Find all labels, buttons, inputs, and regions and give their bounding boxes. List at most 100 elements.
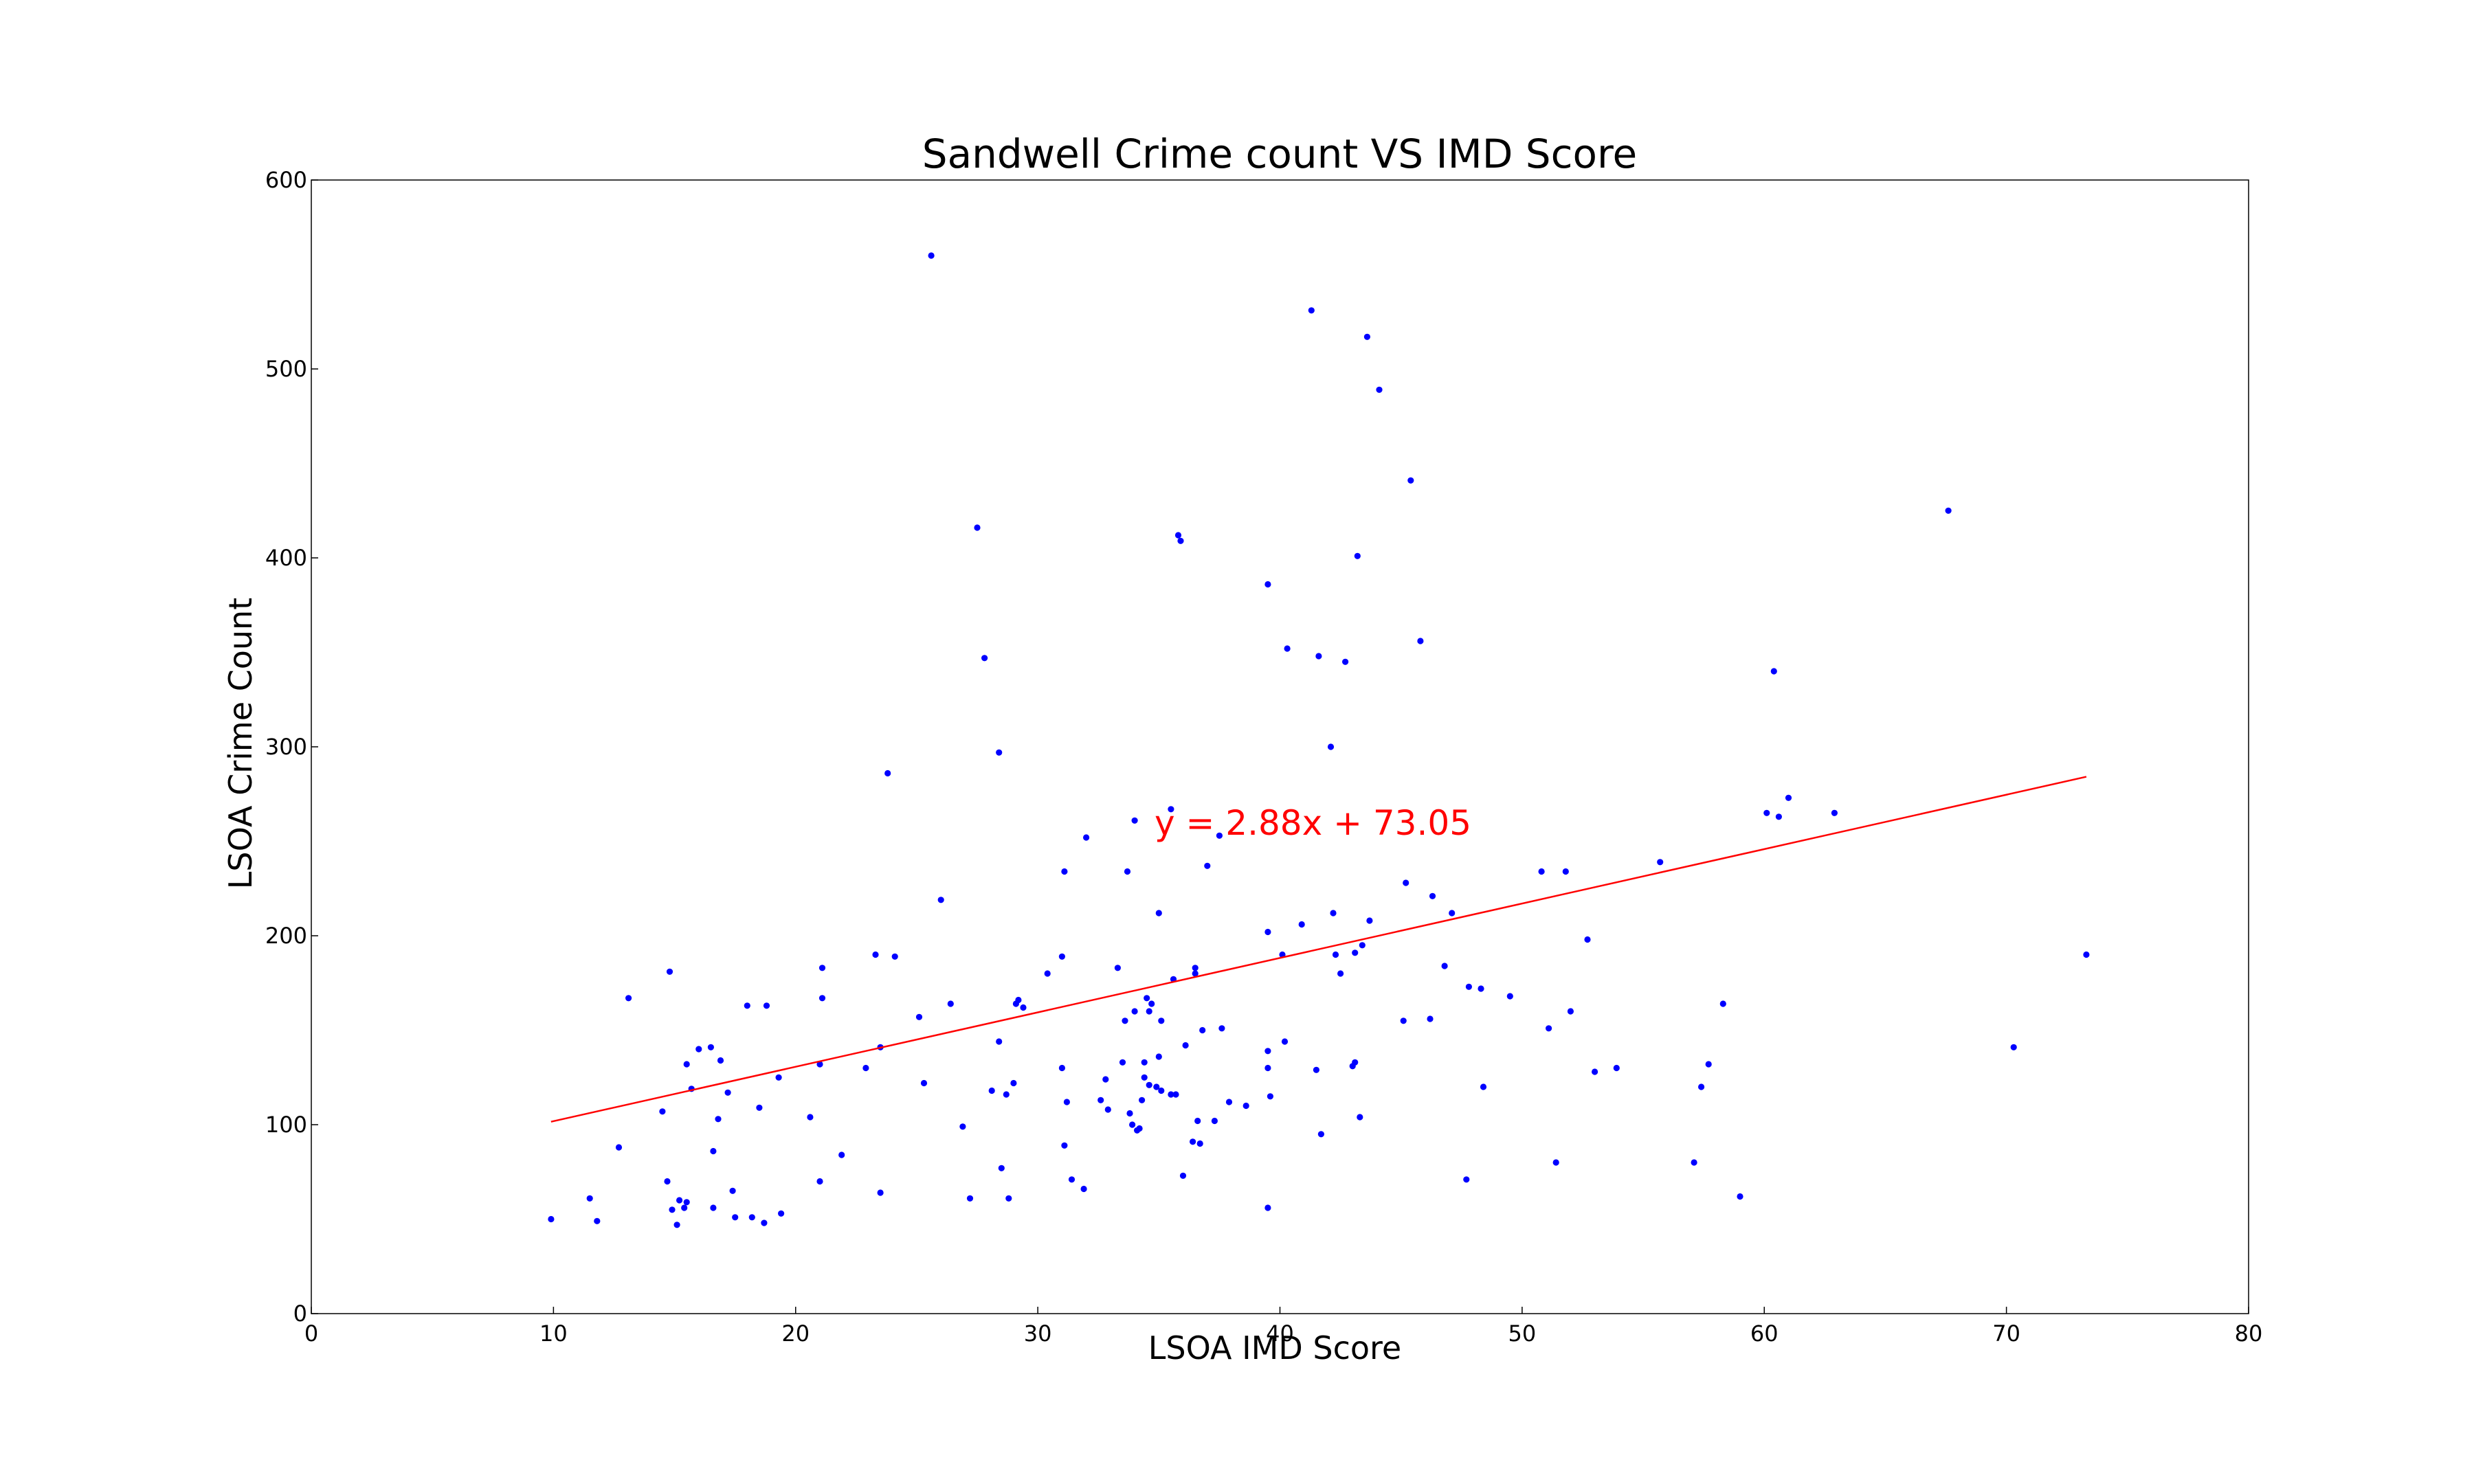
data-point [676,1197,683,1204]
data-point [1403,879,1409,886]
data-point [1061,868,1068,875]
data-points [548,252,2090,1228]
data-point [1264,1064,1271,1072]
data-point [1284,645,1291,652]
data-point [1352,1059,1359,1066]
data-point [778,1210,785,1217]
data-point [763,1002,770,1009]
y-tick-label: 100 [265,1112,307,1138]
x-tick-label: 10 [539,1320,568,1347]
data-point [1211,1117,1218,1125]
data-point [818,995,826,1002]
y-tick-label: 400 [265,545,307,571]
chart-title: Sandwell Crime count VS IMD Score [922,131,1638,177]
data-point [1225,1099,1233,1105]
data-point [959,1123,966,1130]
data-point [1122,1018,1128,1024]
data-point [683,1061,690,1068]
x-tick-label: 30 [1024,1320,1052,1347]
data-point [1763,809,1770,816]
data-point [1337,970,1344,977]
data-point [1010,1079,1017,1087]
data-point [1567,1008,1574,1015]
data-point [1546,1025,1552,1032]
data-point [1139,1097,1146,1103]
data-point [625,995,632,1002]
data-point [1141,1059,1148,1066]
x-tick-label: 50 [1508,1320,1537,1347]
data-point [1144,995,1150,1002]
data-point [920,1079,928,1087]
data-point [1719,1000,1726,1007]
data-point [1192,970,1199,977]
data-point [1429,892,1436,899]
data-point [966,1195,974,1202]
plot-area-frame [311,179,2249,1314]
data-point [715,1116,722,1123]
data-point [1407,477,1414,484]
data-point [1068,1176,1076,1183]
data-point [807,1114,814,1121]
data-point [710,1204,717,1211]
data-point [928,252,935,259]
data-point [2083,951,2090,958]
data-point [1015,996,1022,1004]
data-point [816,1061,823,1068]
data-point [1102,1076,1109,1083]
data-point [974,524,981,531]
data-point [1146,1081,1152,1088]
data-point [1400,1018,1407,1024]
data-point [1218,1025,1225,1032]
data-point [1785,794,1792,801]
data-point [1327,743,1335,750]
data-point [669,1206,676,1213]
data-point [996,749,1003,756]
data-point [1342,658,1349,665]
data-point [1775,813,1782,820]
data-point [756,1104,763,1111]
data-point [1158,1018,1165,1024]
data-point [724,1089,731,1096]
data-point [1506,993,1513,1000]
x-tick-label: 70 [1992,1320,2020,1347]
data-point [1196,1140,1203,1147]
data-point [1131,1008,1138,1015]
data-point [761,1219,768,1226]
data-point [1131,817,1138,824]
data-point [615,1144,623,1151]
data-point [1308,307,1315,314]
data-point [1155,1053,1162,1060]
data-point [1061,1142,1068,1149]
x-tick-label: 60 [1750,1320,1779,1347]
data-point [1352,949,1359,956]
data-point [1216,832,1223,839]
data-point [1168,1091,1174,1098]
data-point [1705,1061,1712,1068]
data-point [1080,1185,1087,1193]
data-point [1354,552,1361,559]
data-point [1376,386,1383,393]
data-point [664,1178,671,1185]
data-point [1480,1083,1487,1090]
data-point [1691,1159,1697,1166]
data-point [1126,1110,1133,1117]
data-point [1613,1064,1620,1072]
data-point [891,953,898,960]
data-point [1427,1015,1434,1022]
data-point [1063,1099,1070,1105]
data-point [1584,936,1591,943]
data-point [1182,1042,1189,1049]
data-point [1264,928,1271,936]
data-point [1267,1093,1273,1100]
data-point [1044,970,1051,977]
data-point [1538,868,1545,875]
data-point [981,655,988,662]
data-point [988,1087,995,1094]
data-point [748,1214,755,1221]
data-point [1146,1008,1152,1015]
data-point [673,1222,680,1228]
data-point [1315,653,1322,660]
data-point [1177,537,1184,544]
data-point [1463,1176,1470,1183]
data-point [996,1038,1003,1045]
